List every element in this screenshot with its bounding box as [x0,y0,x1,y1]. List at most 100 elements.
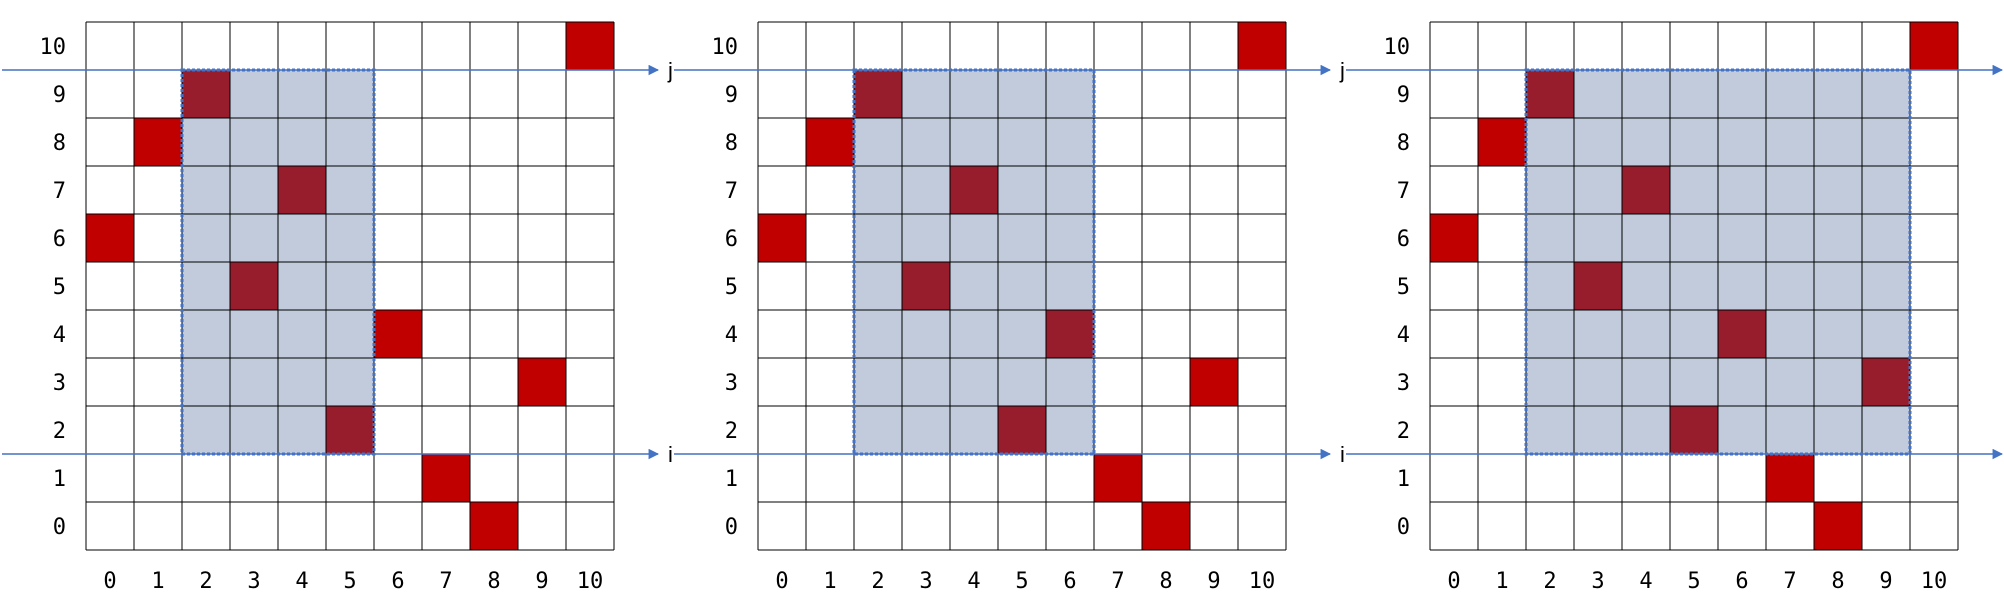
x-tick-label: 10 [577,569,604,594]
y-tick-label: 10 [712,35,739,60]
point-cell-inside [1718,310,1766,358]
point-cell [518,358,566,406]
point-cell [1094,454,1142,502]
x-tick-label: 1 [151,569,164,594]
x-tick-label: 7 [1111,569,1124,594]
point-cell-inside [182,70,230,118]
point-cell [1142,502,1190,550]
x-tick-label: 5 [1687,569,1700,594]
point-cell [374,310,422,358]
point-cell [1910,22,1958,70]
point-cell-inside [1526,70,1574,118]
point-cell-inside [1046,310,1094,358]
i-line-label: i [668,442,673,467]
j-line-label: j [1339,58,1345,83]
y-tick-label: 1 [725,467,738,492]
point-cell [1814,502,1862,550]
y-tick-label: 3 [725,371,738,396]
x-tick-label: 3 [919,569,932,594]
y-tick-label: 1 [53,467,66,492]
point-cell [134,118,182,166]
point-cell-inside [278,166,326,214]
x-tick-label: 8 [1831,569,1844,594]
point-cell [806,118,854,166]
y-tick-label: 4 [725,323,738,348]
y-tick-label: 9 [1397,83,1410,108]
x-tick-label: 7 [1783,569,1796,594]
y-tick-label: 6 [53,227,66,252]
y-tick-label: 5 [725,275,738,300]
y-tick-label: 2 [1397,419,1410,444]
x-tick-label: 1 [823,569,836,594]
y-tick-label: 8 [725,131,738,156]
point-cell [470,502,518,550]
y-tick-label: 1 [1397,467,1410,492]
x-tick-label: 6 [1063,569,1076,594]
x-tick-label: 3 [247,569,260,594]
point-cell-inside [902,262,950,310]
point-cell [1430,214,1478,262]
point-cell-inside [998,406,1046,454]
y-tick-label: 8 [53,131,66,156]
y-tick-label: 0 [53,515,66,540]
x-tick-label: 10 [1921,569,1948,594]
point-cell-inside [1862,358,1910,406]
x-tick-label: 3 [1591,569,1604,594]
x-tick-label: 5 [1015,569,1028,594]
y-tick-label: 4 [53,323,66,348]
x-tick-label: 9 [1207,569,1220,594]
point-cell-inside [326,406,374,454]
point-cell [758,214,806,262]
point-cell [1478,118,1526,166]
x-tick-label: 6 [1735,569,1748,594]
x-tick-label: 10 [1249,569,1276,594]
y-tick-label: 6 [1397,227,1410,252]
x-tick-label: 0 [103,569,116,594]
x-tick-label: 4 [1639,569,1652,594]
x-tick-label: 8 [487,569,500,594]
point-cell [566,22,614,70]
y-tick-label: 4 [1397,323,1410,348]
x-tick-label: 5 [343,569,356,594]
y-tick-label: 8 [1397,131,1410,156]
x-tick-label: 7 [439,569,452,594]
point-cell-inside [230,262,278,310]
point-cell [1190,358,1238,406]
y-tick-label: 0 [725,515,738,540]
x-tick-label: 4 [295,569,308,594]
y-tick-label: 7 [1397,179,1410,204]
y-tick-label: 9 [53,83,66,108]
y-tick-label: 6 [725,227,738,252]
y-tick-label: 3 [53,371,66,396]
x-tick-label: 2 [1543,569,1556,594]
i-line-label: i [1340,442,1345,467]
y-tick-label: 3 [1397,371,1410,396]
x-tick-label: 6 [391,569,404,594]
y-tick-label: 10 [1384,35,1411,60]
y-tick-label: 5 [53,275,66,300]
y-tick-label: 2 [725,419,738,444]
x-tick-label: 0 [1447,569,1460,594]
y-tick-label: 2 [53,419,66,444]
point-cell-inside [950,166,998,214]
y-tick-label: 10 [40,35,67,60]
point-cell-inside [1670,406,1718,454]
point-cell-inside [1574,262,1622,310]
y-tick-label: 7 [53,179,66,204]
x-tick-label: 9 [535,569,548,594]
y-tick-label: 5 [1397,275,1410,300]
y-tick-label: 9 [725,83,738,108]
point-cell-inside [1622,166,1670,214]
point-cell [86,214,134,262]
x-tick-label: 4 [967,569,980,594]
point-cell [1766,454,1814,502]
y-tick-label: 0 [1397,515,1410,540]
x-tick-label: 8 [1159,569,1172,594]
y-tick-label: 7 [725,179,738,204]
point-cell [1238,22,1286,70]
point-cell [422,454,470,502]
x-tick-label: 2 [871,569,884,594]
x-tick-label: 9 [1879,569,1892,594]
x-tick-label: 1 [1495,569,1508,594]
